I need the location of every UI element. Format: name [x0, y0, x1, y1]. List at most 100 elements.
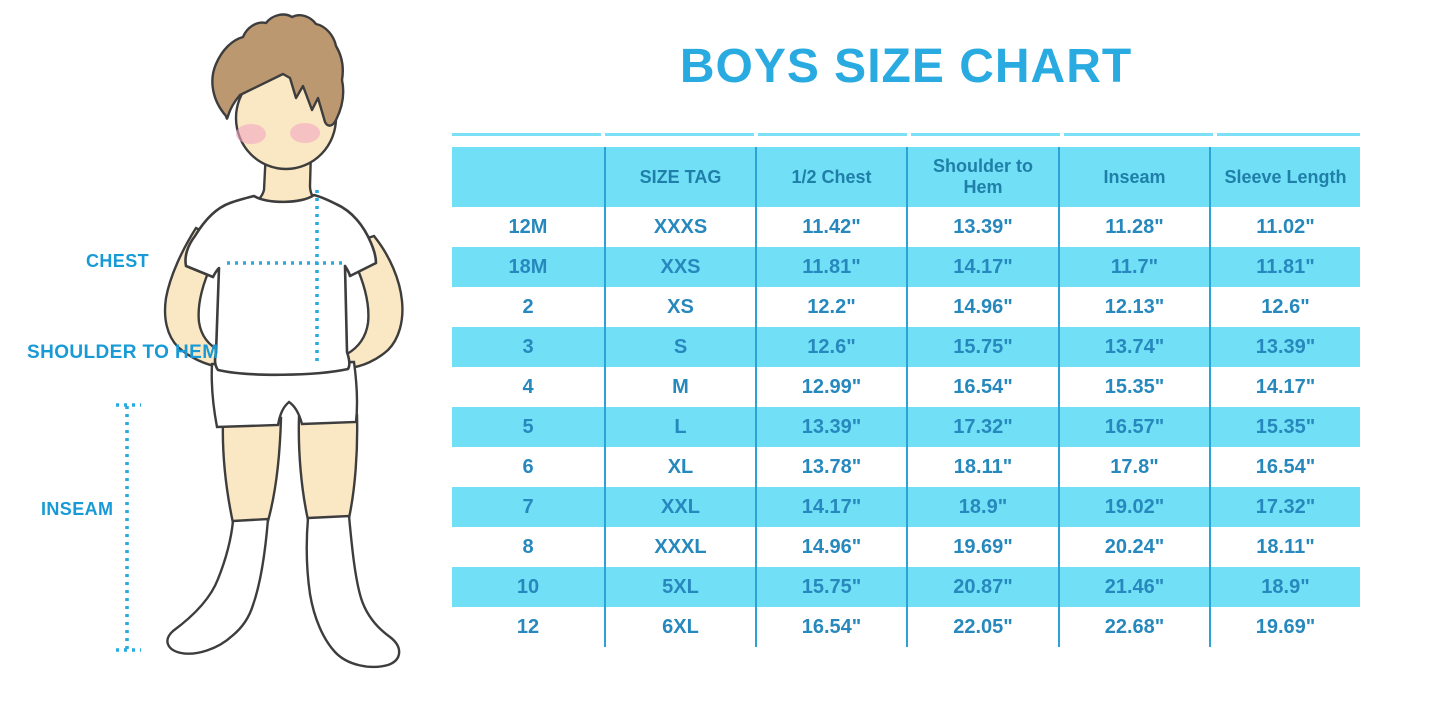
table-cell: L — [604, 407, 755, 447]
table-row: 4 M 12.99" 16.54" 15.35" 14.17" — [452, 367, 1360, 407]
table-cell: 16.54" — [1209, 447, 1360, 487]
table-row: 3 S 12.6" 15.75" 13.74" 13.39" — [452, 327, 1360, 367]
table-cell: 20.24" — [1058, 527, 1209, 567]
chest-label: CHEST — [86, 251, 150, 271]
table-cell: XXXS — [604, 207, 755, 247]
column-header: Sleeve Length — [1209, 147, 1360, 207]
table-cell: XS — [604, 287, 755, 327]
table-cell: 12.99" — [755, 367, 906, 407]
table-cell: 12.6" — [1209, 287, 1360, 327]
table-cell: 3 — [522, 335, 534, 358]
table-cell: S — [604, 327, 755, 367]
table-cell: 17.32" — [906, 407, 1058, 447]
right-leg — [297, 413, 359, 522]
page-title: BOYS SIZE CHART — [679, 40, 1133, 93]
table-row: 7 XXL 14.17" 18.9" 19.02" 17.32" — [452, 487, 1360, 527]
table-row: 5 L 13.39" 17.32" 16.57" 15.35" — [452, 407, 1360, 447]
table-cell: 19.69" — [906, 527, 1058, 567]
hair-shape — [211, 13, 345, 127]
table-cell: 16.57" — [1058, 407, 1209, 447]
table-row: 2 XS 12.2" 14.96" 12.13" 12.6" — [452, 287, 1360, 327]
table-cell: 6 — [522, 455, 534, 478]
table-cell: 18.9" — [906, 487, 1058, 527]
tshirt-shape — [184, 193, 378, 377]
column-header: SIZE TAG — [604, 147, 755, 207]
table-row: 10 5XL 15.75" 20.87" 21.46" 18.9" — [452, 567, 1360, 607]
table-row: 6 XL 13.78" 18.11" 17.8" 16.54" — [452, 447, 1360, 487]
table-top-border — [452, 133, 1360, 136]
boy-illustration — [116, 13, 404, 669]
table-cell: 13.39" — [755, 407, 906, 447]
table-cell: 5XL — [604, 567, 755, 607]
table-cell: 14.17" — [1209, 367, 1360, 407]
table-cell: 16.54" — [906, 367, 1058, 407]
table-cell: 11.7" — [1058, 247, 1209, 287]
right-blush — [290, 123, 320, 143]
table-cell: 16.54" — [755, 607, 906, 647]
table-cell: 13.78" — [755, 447, 906, 487]
table-cell: 11.02" — [1209, 207, 1360, 247]
table-cell: 12.13" — [1058, 287, 1209, 327]
left-sock — [166, 517, 270, 655]
table-header-row: SIZE TAG 1/2 Chest Shoulder to Hem Insea… — [452, 147, 1360, 207]
table-body: 12M XXXS 11.42" 13.39" 11.28" 11.02" 18M… — [452, 207, 1360, 647]
table-cell: 17.8" — [1058, 447, 1209, 487]
table-cell: 15.35" — [1209, 407, 1360, 447]
table-cell: 8 — [522, 535, 534, 558]
table-cell: M — [604, 367, 755, 407]
table-cell: 11.81" — [755, 247, 906, 287]
table-cell: 19.02" — [1058, 487, 1209, 527]
column-header: Shoulder to Hem — [906, 147, 1058, 207]
table-row: 18M XXS 11.81" 14.17" 11.7" 11.81" — [452, 247, 1360, 287]
table-row: 12M XXXS 11.42" 13.39" 11.28" 11.02" — [452, 207, 1360, 247]
table-cell: 12.2" — [755, 287, 906, 327]
table-cell: 11.81" — [1209, 247, 1360, 287]
table-cell: 12 — [516, 615, 540, 638]
table-cell: 14.96" — [906, 287, 1058, 327]
right-sock — [305, 514, 401, 669]
left-blush — [236, 124, 266, 144]
table-cell: 18.9" — [1209, 567, 1360, 607]
column-header — [452, 147, 604, 207]
size-table: SIZE TAG 1/2 Chest Shoulder to Hem Insea… — [452, 147, 1360, 647]
table-cell: 14.96" — [755, 527, 906, 567]
table-cell: XXS — [604, 247, 755, 287]
table-cell: 10 — [516, 575, 540, 598]
table-row: 12 6XL 16.54" 22.05" 22.68" 19.69" — [452, 607, 1360, 647]
table-cell: 4 — [522, 375, 534, 398]
table-cell: 7 — [522, 495, 534, 518]
table-cell: 13.39" — [1209, 327, 1360, 367]
table-cell: 15.35" — [1058, 367, 1209, 407]
table-cell: 19.69" — [1209, 607, 1360, 647]
shorts-shape — [210, 360, 359, 429]
table-cell: XXXL — [604, 527, 755, 567]
table-cell: 15.75" — [755, 567, 906, 607]
table-cell: 15.75" — [906, 327, 1058, 367]
left-leg — [221, 416, 283, 525]
table-cell: XXL — [604, 487, 755, 527]
table-row: 8 XXXL 14.96" 19.69" 20.24" 18.11" — [452, 527, 1360, 567]
table-cell: 18.11" — [1209, 527, 1360, 567]
inseam-measure-line — [116, 403, 141, 652]
column-header: Inseam — [1058, 147, 1209, 207]
table-cell: 14.17" — [906, 247, 1058, 287]
table-cell: XL — [604, 447, 755, 487]
table-cell: 13.39" — [906, 207, 1058, 247]
table-cell: 22.05" — [906, 607, 1058, 647]
table-cell: 22.68" — [1058, 607, 1209, 647]
column-header: 1/2 Chest — [755, 147, 906, 207]
table-cell: 12.6" — [755, 327, 906, 367]
table-cell: 21.46" — [1058, 567, 1209, 607]
table-cell: 12M — [508, 215, 548, 238]
table-cell: 11.42" — [755, 207, 906, 247]
table-cell: 6XL — [604, 607, 755, 647]
table-cell: 11.28" — [1058, 207, 1209, 247]
table-cell: 2 — [522, 295, 534, 318]
shoulder-to-hem-label: SHOULDER TO HEM — [27, 342, 219, 363]
table-cell: 13.74" — [1058, 327, 1209, 367]
inseam-label: INSEAM — [41, 499, 114, 519]
table-cell: 20.87" — [906, 567, 1058, 607]
table-cell: 14.17" — [755, 487, 906, 527]
table-cell: 5 — [522, 415, 534, 438]
